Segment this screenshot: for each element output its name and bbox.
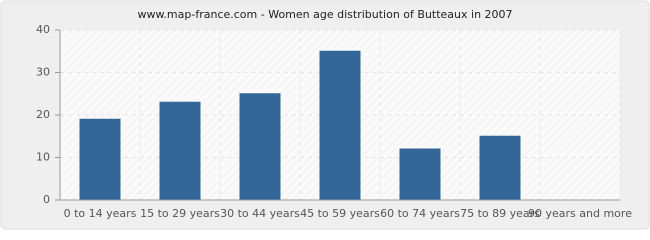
x-tick-label: 45 to 59 years [300, 207, 380, 220]
chart: www.map-france.com - Women age distribut… [0, 0, 650, 230]
y-tick-label: 0 [43, 193, 50, 206]
bar [319, 50, 361, 201]
bar [79, 118, 121, 201]
chart-title: www.map-france.com - Women age distribut… [137, 8, 512, 21]
bar [399, 148, 441, 201]
x-tick-label: 90 years and more [528, 207, 632, 220]
x-tick-label: 60 to 74 years [380, 207, 460, 220]
x-tick-label: 15 to 29 years [140, 207, 220, 220]
bar [159, 101, 201, 201]
y-tick-label: 20 [36, 108, 50, 121]
y-tick-label: 40 [36, 23, 50, 36]
bar [239, 93, 281, 201]
y-tick-label: 10 [36, 151, 50, 164]
y-tick-label: 30 [36, 66, 50, 79]
x-tick-label: 0 to 14 years [64, 207, 137, 220]
x-tick-label: 30 to 44 years [220, 207, 300, 220]
bar [479, 135, 521, 201]
x-tick-label: 75 to 89 years [460, 207, 540, 220]
